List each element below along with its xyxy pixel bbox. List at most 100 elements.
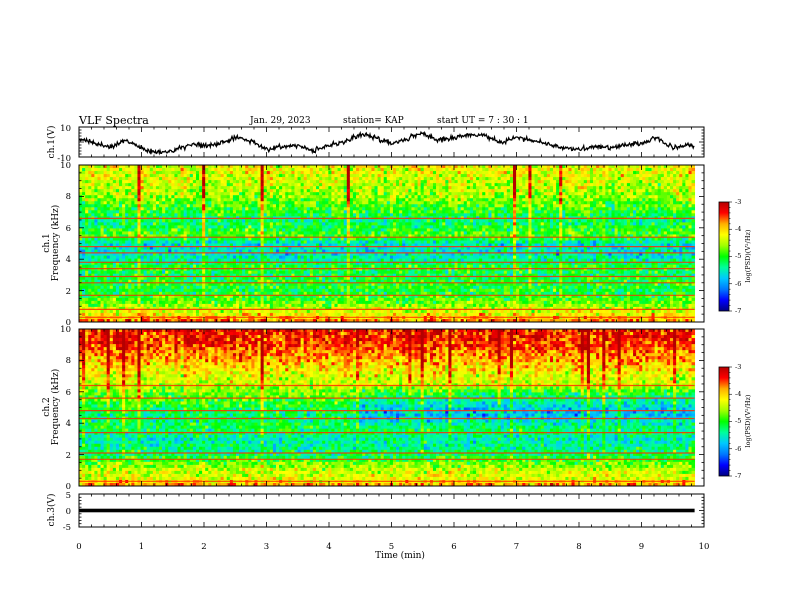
spectrogram-cell	[199, 264, 203, 269]
spectrogram-cell	[242, 222, 246, 226]
spectrogram-cell	[128, 318, 132, 323]
spectrogram-cell	[109, 261, 114, 266]
spectrogram-cell	[143, 171, 148, 175]
spectrogram-cell	[79, 204, 83, 208]
spectrogram-cell	[266, 249, 271, 253]
spectrogram-cell	[303, 282, 308, 287]
spectrogram-cell	[337, 204, 342, 208]
spectrogram-cell	[223, 237, 228, 241]
spectrogram-cell	[205, 204, 209, 208]
spectrogram-cell	[340, 195, 345, 199]
spectrogram-cell	[149, 249, 154, 253]
spectrogram-cell	[112, 171, 117, 175]
spectrogram-cell	[217, 279, 221, 284]
spectrogram-cell	[220, 255, 225, 259]
spectrogram-cell	[159, 309, 163, 314]
spectrogram-cell	[100, 282, 105, 287]
spectrogram-cell	[103, 297, 108, 302]
spectrogram-cell	[245, 198, 249, 202]
spectrogram-cell	[149, 183, 154, 187]
spectrogram-cell	[232, 273, 237, 278]
spectrogram-cell	[285, 183, 289, 187]
spectrogram-cell	[279, 174, 283, 178]
spectrogram-cell	[303, 279, 308, 284]
spectrogram-cell	[183, 264, 188, 269]
spectrogram-cell	[189, 267, 194, 272]
spectrogram-cell	[119, 180, 123, 184]
spectrogram-cell	[155, 273, 160, 278]
spectrogram-cell	[328, 285, 332, 290]
spectrogram-cell	[272, 237, 277, 241]
spectrogram-cell	[325, 183, 329, 187]
spectrogram-cell	[316, 306, 320, 311]
spectrogram-cell	[165, 297, 169, 302]
spectrogram-cell	[257, 180, 262, 184]
spectrogram-cell	[192, 207, 197, 211]
spectrogram-cell	[180, 279, 185, 284]
spectrogram-cell	[159, 282, 163, 287]
spectrogram-cell	[119, 231, 123, 235]
spectrogram-cell	[340, 267, 345, 272]
spectrogram-cell	[260, 240, 265, 244]
spectrogram-cell	[346, 168, 351, 172]
spectrogram-cell	[328, 225, 332, 229]
spectrogram-cell	[245, 174, 249, 178]
spectrogram-cell	[306, 252, 311, 256]
spectrogram-cell	[337, 246, 342, 250]
spectrogram-cell	[337, 267, 342, 272]
spectrogram-cell	[291, 306, 295, 311]
spectrogram-cell	[282, 210, 286, 214]
spectrogram-cell	[303, 180, 308, 184]
spectrogram-cell	[180, 240, 185, 244]
spectrogram-cell	[177, 300, 181, 305]
spectrogram-cell	[235, 240, 240, 244]
spectrogram-cell	[85, 243, 89, 247]
spectrogram-cell	[189, 222, 194, 226]
spectrogram-cell	[285, 222, 289, 226]
spectrogram-cell	[232, 279, 237, 284]
spectrogram-cell	[174, 276, 178, 281]
spectrogram-cell	[226, 285, 231, 290]
spectrogram-cell	[152, 225, 157, 229]
spectrogram-cell	[180, 222, 185, 226]
spectrogram-cell	[306, 183, 311, 187]
spectrogram-cell	[309, 192, 314, 196]
spectrogram-cell	[140, 177, 145, 181]
spectrogram-cell	[359, 306, 363, 311]
spectrogram-cell	[340, 219, 345, 223]
spectrogram-cell	[242, 183, 246, 187]
spectrogram-cell	[269, 279, 274, 284]
spectrogram-cell	[125, 237, 129, 241]
spectrogram-cell	[140, 168, 145, 172]
spectrogram-cell	[285, 279, 289, 284]
spectrogram-cell	[272, 264, 277, 269]
spectrogram-cell	[103, 273, 108, 278]
spectrogram-cell	[223, 285, 228, 290]
spectrogram-cell	[125, 273, 129, 278]
spectrogram-cell	[229, 210, 234, 214]
spectrogram-cell	[208, 237, 212, 241]
spectrogram-cell	[149, 198, 154, 202]
spectrogram-cell	[97, 204, 101, 208]
spectrogram-cell	[171, 195, 175, 199]
spectrogram-cell	[294, 165, 298, 169]
spectrogram-cell	[94, 180, 98, 184]
spectrogram-cell	[220, 225, 225, 229]
spectrogram-cell	[254, 306, 258, 311]
spectrogram-cell	[168, 234, 172, 238]
spectrogram-cell	[174, 207, 178, 211]
spectrogram-cell	[319, 273, 323, 278]
spectrogram-cell	[306, 210, 311, 214]
spectrogram-cell	[297, 300, 302, 305]
spectrogram-cell	[276, 177, 280, 181]
spectrogram-cell	[214, 231, 218, 235]
spectrogram-cell	[300, 267, 305, 272]
spectrogram-cell	[223, 183, 228, 187]
spectrogram-cell	[297, 243, 302, 247]
spectrogram-cell	[143, 165, 148, 169]
spectrogram-cell	[300, 231, 305, 235]
spectrogram-cell	[137, 267, 141, 272]
spectrogram-cell	[97, 168, 101, 172]
spectrogram-cell	[226, 246, 231, 250]
spectrogram-cell	[248, 264, 252, 269]
